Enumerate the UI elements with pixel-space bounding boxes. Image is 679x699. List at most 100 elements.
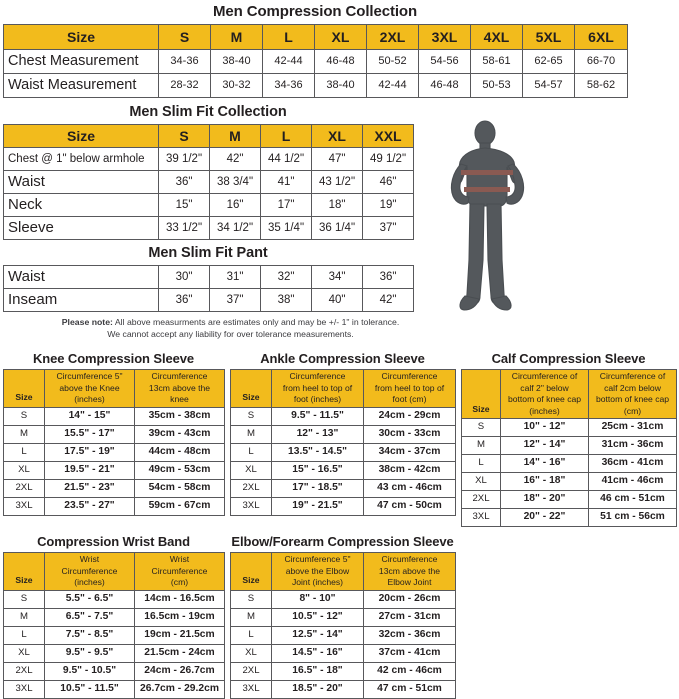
col-header-size: Size <box>3 552 45 591</box>
hdr-line: above the Knee <box>59 382 120 393</box>
figure-right-leg <box>486 203 505 305</box>
cell: 49 1/2" <box>362 147 414 171</box>
cell: 33 1/2" <box>158 216 210 240</box>
row-label-neck: Neck <box>3 193 159 217</box>
table-row: XL 19.5" - 21" 49cm - 53cm <box>3 460 225 480</box>
table-men-slim-fit: Size S M L XL XXL Chest @ 1" below armho… <box>3 124 414 240</box>
cell-cm: 49cm - 53cm <box>134 460 225 480</box>
col-header-m: M <box>209 124 261 148</box>
table-row: 3XL 19" - 21.5" 47 cm - 50cm <box>230 496 456 516</box>
col-header-inches: Wrist Circumference (inches) <box>44 552 135 591</box>
cell: 58-61 <box>470 49 523 74</box>
cell: 47" <box>311 147 363 171</box>
cell-cm: 43 cm - 46cm <box>363 478 456 498</box>
men-slim-fit-collection-section: Men Slim Fit Collection Size S M L XL XX… <box>3 103 414 240</box>
human-figure-icon <box>450 120 525 311</box>
cell-inches: 14" - 16" <box>500 454 589 473</box>
table-row: 3XL 23.5" - 27" 59cm - 67cm <box>3 496 225 516</box>
hdr-line: from heel to top of <box>374 382 445 393</box>
cell: 36" <box>158 288 210 312</box>
col-header-cm: Wrist Circumference (cm) <box>134 552 225 591</box>
hdr-line: (cm) <box>623 405 642 416</box>
table-row: S 5.5" - 6.5" 14cm - 16.5cm <box>3 589 225 609</box>
cell-cm: 27cm - 31cm <box>363 607 456 627</box>
cell: 42-44 <box>366 73 419 98</box>
cell: 38" <box>260 288 312 312</box>
cell-size: 2XL <box>230 478 272 498</box>
table-header-row: Size Circumference 5" above the Knee (in… <box>3 369 225 408</box>
cell: 36" <box>158 170 210 194</box>
note-line-2: We cannot accept any liability for over … <box>107 328 354 339</box>
section-title-calf-sleeve: Calf Compression Sleeve <box>491 351 646 366</box>
cell-cm: 30cm - 33cm <box>363 424 456 444</box>
cell-size: 3XL <box>3 679 45 699</box>
table-header-row: Size Circumference of calf 2" below bott… <box>461 369 677 419</box>
row-label-waist: Waist <box>3 170 159 194</box>
cell: 31" <box>209 265 261 289</box>
cell-inches: 9.5" - 10.5" <box>44 661 135 681</box>
cell: 54-57 <box>522 73 575 98</box>
table-row: L 7.5" - 8.5" 19cm - 21.5cm <box>3 625 225 645</box>
cell-inches: 13.5" - 14.5" <box>271 442 364 462</box>
cell-size: 3XL <box>461 508 501 527</box>
cell: 58-62 <box>574 73 628 98</box>
cell-cm: 32cm - 36cm <box>363 625 456 645</box>
hdr-line: Circumference <box>151 565 208 576</box>
cell-cm: 46 cm - 51cm <box>588 490 677 509</box>
hdr-line: bottom of knee cap <box>595 394 670 404</box>
cell-size: XL <box>3 643 45 663</box>
section-title-wrist-band: Compression Wrist Band <box>37 534 190 549</box>
hdr-line: Joint (inches) <box>291 577 344 587</box>
table-row: S 9.5" - 11.5" 24cm - 29cm <box>230 406 456 426</box>
table-row: 2XL 17" - 18.5" 43 cm - 46cm <box>230 478 456 498</box>
table-row: 2XL 18" - 20" 46 cm - 51cm <box>461 490 677 509</box>
table-header-row: Size S M L XL 2XL 3XL 4XL 5XL 6XL <box>3 24 628 50</box>
hdr-line: 13cm above the <box>378 565 441 576</box>
table-calf-sleeve: Size Circumference of calf 2" below bott… <box>461 369 677 527</box>
table-header-row: Size Wrist Circumference (inches) Wrist … <box>3 552 225 591</box>
table-row: M 12" - 14" 31cm - 36cm <box>461 436 677 455</box>
hdr-line: (inches) <box>74 394 105 404</box>
col-header-5xl: 5XL <box>522 24 575 50</box>
cell-size: M <box>461 436 501 455</box>
cell-inches: 9.5" - 9.5" <box>44 643 135 663</box>
cell-cm: 59cm - 67cm <box>134 496 225 516</box>
cell-cm: 21.5cm - 24cm <box>134 643 225 663</box>
cell-size: 3XL <box>230 679 272 699</box>
cell: 42" <box>209 147 261 171</box>
table-row: XL 15" - 16.5" 38cm - 42cm <box>230 460 456 480</box>
hdr-line: Circumference <box>381 554 438 564</box>
hdr-line: (cm) <box>170 577 189 587</box>
hdr-line: Wrist <box>169 554 190 564</box>
mannequin-illustration <box>443 120 563 320</box>
col-header-s: S <box>158 124 210 148</box>
cell-size: M <box>3 424 45 444</box>
table-row: S 8" - 10" 20cm - 26cm <box>230 589 456 609</box>
hdr-line: (inches) <box>74 577 105 587</box>
table-row: 2XL 16.5" - 18" 42 cm - 46cm <box>230 661 456 681</box>
cell: 46-48 <box>418 73 471 98</box>
col-header-3xl: 3XL <box>418 24 471 50</box>
cell: 34 1/2" <box>209 216 261 240</box>
cell: 19" <box>362 193 414 217</box>
cell-size: L <box>3 625 45 645</box>
cell: 32" <box>260 265 312 289</box>
table-row: M 15.5" - 17" 39cm - 43cm <box>3 424 225 444</box>
cell: 36" <box>362 265 414 289</box>
table-row: 2XL 21.5" - 23" 54cm - 58cm <box>3 478 225 498</box>
table-ankle-sleeve: Size Circumference from heel to top of f… <box>230 369 456 516</box>
cell-size: S <box>230 589 272 609</box>
table-row: M 10.5" - 12" 27cm - 31cm <box>230 607 456 627</box>
cell: 18" <box>311 193 363 217</box>
ankle-compression-sleeve-section: Ankle Compression Sleeve Size Circumfere… <box>230 350 456 516</box>
cell-size: L <box>461 454 501 473</box>
cell-inches: 16" - 18" <box>500 472 589 491</box>
knee-compression-sleeve-section: Knee Compression Sleeve Size Circumferen… <box>3 350 225 516</box>
col-header-6xl: 6XL <box>574 24 628 50</box>
table-row: 3XL 18.5" - 20" 47 cm - 51cm <box>230 679 456 699</box>
cell-cm: 47 cm - 51cm <box>363 679 456 699</box>
cell-size: XL <box>230 460 272 480</box>
hdr-line: Circumference of <box>599 371 666 381</box>
hdr-line: from heel to top of <box>282 382 353 393</box>
cell-inches: 20" - 22" <box>500 508 589 527</box>
